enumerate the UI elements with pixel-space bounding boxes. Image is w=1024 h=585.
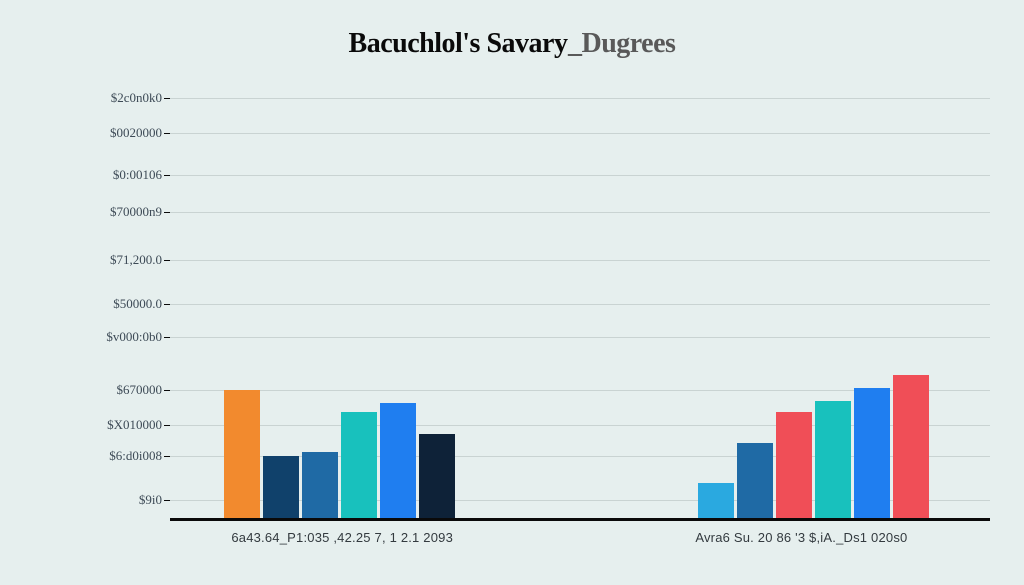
plot-area: 6a43.64_P1:035 ,42.25 7, 1 2.1 2093Avra6… [170, 80, 990, 520]
y-axis-label: $670000 [42, 382, 162, 398]
bar [419, 434, 455, 520]
bar [776, 412, 812, 520]
y-axis-label: $6:d0i008 [42, 448, 162, 464]
title-part-1: Bacuchlol's [349, 28, 480, 59]
y-axis-label: $X010000 [42, 417, 162, 433]
y-axis-label: $50000.0 [42, 296, 162, 312]
bar [698, 483, 734, 520]
gridline [170, 175, 990, 176]
y-axis-label: $71,200.0 [42, 252, 162, 268]
x-axis-group-label: 6a43.64_P1:035 ,42.25 7, 1 2.1 2093 [207, 520, 478, 545]
bar [302, 452, 338, 520]
y-tick-mark [164, 337, 170, 338]
bar [263, 456, 299, 520]
gridline [170, 337, 990, 338]
gridline [170, 212, 990, 213]
y-tick-mark [164, 304, 170, 305]
y-axis-label: $v000:0b0 [42, 329, 162, 345]
gridline [170, 260, 990, 261]
bar [224, 390, 260, 520]
bar [854, 388, 890, 520]
gridline [170, 98, 990, 99]
y-axis-label: $70000n9 [42, 204, 162, 220]
y-tick-mark [164, 212, 170, 213]
y-axis-label: $0020000 [42, 125, 162, 141]
y-axis-label: $0:00106 [42, 167, 162, 183]
y-axis-label: $9i0 [42, 492, 162, 508]
y-tick-mark [164, 133, 170, 134]
bar [341, 412, 377, 520]
y-tick-mark [164, 260, 170, 261]
bar [737, 443, 773, 520]
y-axis-label: $2c0n0k0 [42, 90, 162, 106]
y-tick-mark [164, 98, 170, 99]
title-part-3: _Dugrees [568, 28, 675, 59]
title-part-2: Savary [486, 28, 567, 59]
bar [893, 375, 929, 520]
bar [380, 403, 416, 520]
bar [815, 401, 851, 520]
y-tick-mark [164, 500, 170, 501]
y-tick-mark [164, 175, 170, 176]
gridline [170, 304, 990, 305]
chart-title: Bacuchlol's Savary _Dugrees [0, 28, 1024, 60]
y-tick-mark [164, 456, 170, 457]
y-tick-mark [164, 390, 170, 391]
gridline [170, 133, 990, 134]
y-tick-mark [164, 425, 170, 426]
x-axis-group-label: Avra6 Su. 20 86 '3 $,iA._Ds1 020s0 [646, 520, 958, 545]
